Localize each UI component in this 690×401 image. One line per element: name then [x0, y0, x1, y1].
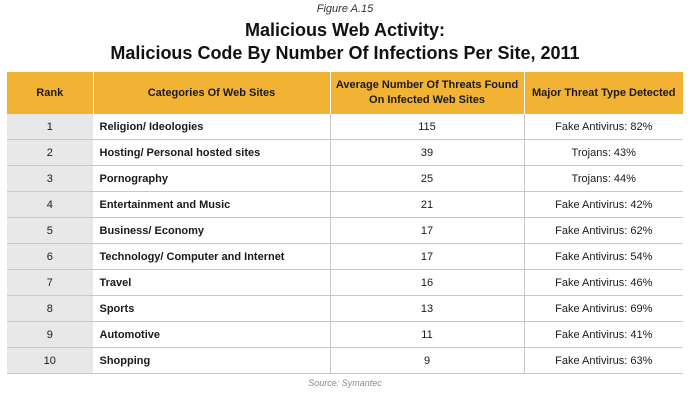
table-row: 7 Travel 16 Fake Antivirus: 46%: [7, 269, 683, 296]
table-row: 1 Religion/ Ideologies 115 Fake Antiviru…: [7, 114, 683, 140]
threat-type-cell: Fake Antivirus: 69%: [524, 295, 683, 322]
rank-cell: 9: [7, 321, 94, 348]
table-row: 3 Pornography 25 Trojans: 44%: [7, 165, 683, 192]
table-row: 9 Automotive 11 Fake Antivirus: 41%: [7, 321, 683, 348]
threat-type-cell: Trojans: 44%: [524, 165, 683, 192]
rank-cell: 5: [7, 217, 94, 244]
column-header-rank: Rank: [7, 72, 94, 114]
rank-cell: 8: [7, 295, 94, 322]
column-header-average-threats: Average Number Of Threats Found On Infec…: [330, 72, 525, 114]
average-threats-cell: 13: [330, 295, 525, 322]
category-cell: Pornography: [93, 165, 331, 192]
average-threats-cell: 39: [330, 139, 525, 166]
average-threats-cell: 21: [330, 191, 525, 218]
category-cell: Technology/ Computer and Internet: [93, 243, 331, 270]
category-cell: Business/ Economy: [93, 217, 331, 244]
table-row: 8 Sports 13 Fake Antivirus: 69%: [7, 295, 683, 322]
category-cell: Sports: [93, 295, 331, 322]
threat-type-cell: Fake Antivirus: 63%: [524, 347, 683, 374]
rank-cell: 10: [7, 347, 94, 374]
figure-label: Figure A.15: [316, 3, 374, 15]
threat-type-cell: Trojans: 43%: [524, 139, 683, 166]
infections-table: Rank Categories Of Web Sites Average Num…: [7, 72, 683, 374]
threat-type-cell: Fake Antivirus: 82%: [524, 114, 683, 140]
rank-cell: 4: [7, 191, 94, 218]
category-cell: Shopping: [93, 347, 331, 374]
rank-cell: 2: [7, 139, 94, 166]
category-cell: Hosting/ Personal hosted sites: [93, 139, 331, 166]
average-threats-cell: 17: [330, 217, 525, 244]
source-note: Source: Symantec: [308, 378, 382, 388]
category-cell: Travel: [93, 269, 331, 296]
rank-cell: 3: [7, 165, 94, 192]
table-title: Malicious Web Activity: Malicious Code B…: [0, 19, 690, 65]
table-row: 4 Entertainment and Music 21 Fake Antivi…: [7, 191, 683, 218]
threat-type-cell: Fake Antivirus: 54%: [524, 243, 683, 270]
table-row: 5 Business/ Economy 17 Fake Antivirus: 6…: [7, 217, 683, 244]
average-threats-cell: 17: [330, 243, 525, 270]
threat-type-cell: Fake Antivirus: 46%: [524, 269, 683, 296]
rank-cell: 7: [7, 269, 94, 296]
threat-type-cell: Fake Antivirus: 62%: [524, 217, 683, 244]
column-header-threat-type: Major Threat Type Detected: [524, 72, 683, 114]
column-header-category: Categories Of Web Sites: [93, 72, 331, 114]
rank-cell: 1: [7, 114, 94, 140]
rank-cell: 6: [7, 243, 94, 270]
average-threats-cell: 115: [330, 114, 525, 140]
average-threats-cell: 16: [330, 269, 525, 296]
table-row: 6 Technology/ Computer and Internet 17 F…: [7, 243, 683, 270]
table-row: 10 Shopping 9 Fake Antivirus: 63%: [7, 347, 683, 374]
average-threats-cell: 11: [330, 321, 525, 348]
average-threats-cell: 25: [330, 165, 525, 192]
category-cell: Religion/ Ideologies: [93, 114, 331, 140]
average-threats-cell: 9: [330, 347, 525, 374]
threat-type-cell: Fake Antivirus: 41%: [524, 321, 683, 348]
title-line-2: Malicious Code By Number Of Infections P…: [110, 43, 580, 63]
title-line-1: Malicious Web Activity:: [244, 20, 446, 40]
threat-type-cell: Fake Antivirus: 42%: [524, 191, 683, 218]
table-header-row: Rank Categories Of Web Sites Average Num…: [7, 72, 683, 114]
category-cell: Automotive: [93, 321, 331, 348]
category-cell: Entertainment and Music: [93, 191, 331, 218]
table-row: 2 Hosting/ Personal hosted sites 39 Troj…: [7, 139, 683, 166]
